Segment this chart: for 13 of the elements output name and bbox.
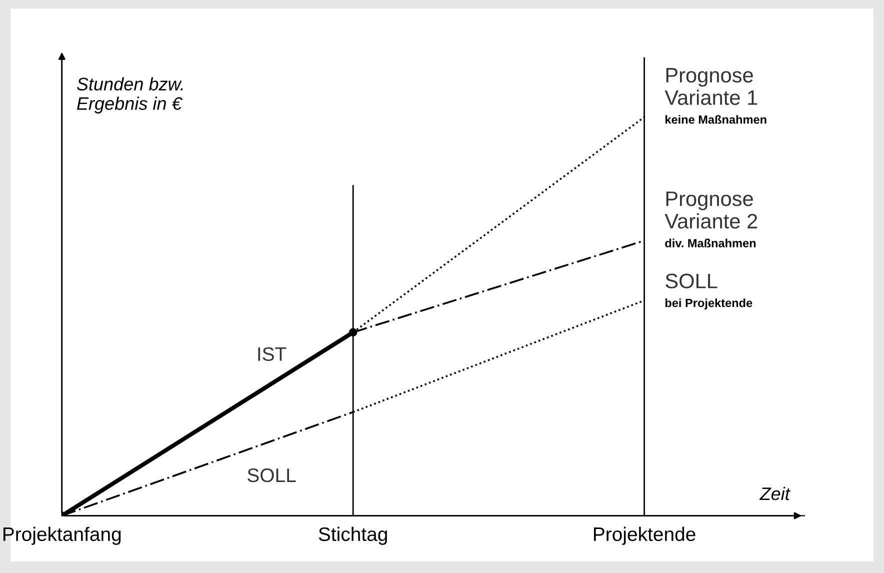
series-label: IST xyxy=(258,347,286,361)
series-label: SOLL xyxy=(248,468,296,482)
x-axis-title: Zeit xyxy=(759,486,791,500)
series-label: Prognose Variante 2 xyxy=(664,192,758,229)
series-label: SOLL xyxy=(666,274,718,288)
annotation: bei Projektende xyxy=(665,298,752,310)
series-label: Prognose Variante 1 xyxy=(664,68,758,105)
annotation: keine Maßnahmen xyxy=(665,115,766,124)
y-axis-title: Stunden bzw. Ergebnis in € xyxy=(76,77,183,114)
x-tick-label: Projektanfang xyxy=(3,526,121,545)
annotation: div. Maßnahmen xyxy=(665,238,756,248)
x-tick-label: Projektende xyxy=(594,526,696,545)
x-tick-label: Stichtag xyxy=(318,526,387,545)
